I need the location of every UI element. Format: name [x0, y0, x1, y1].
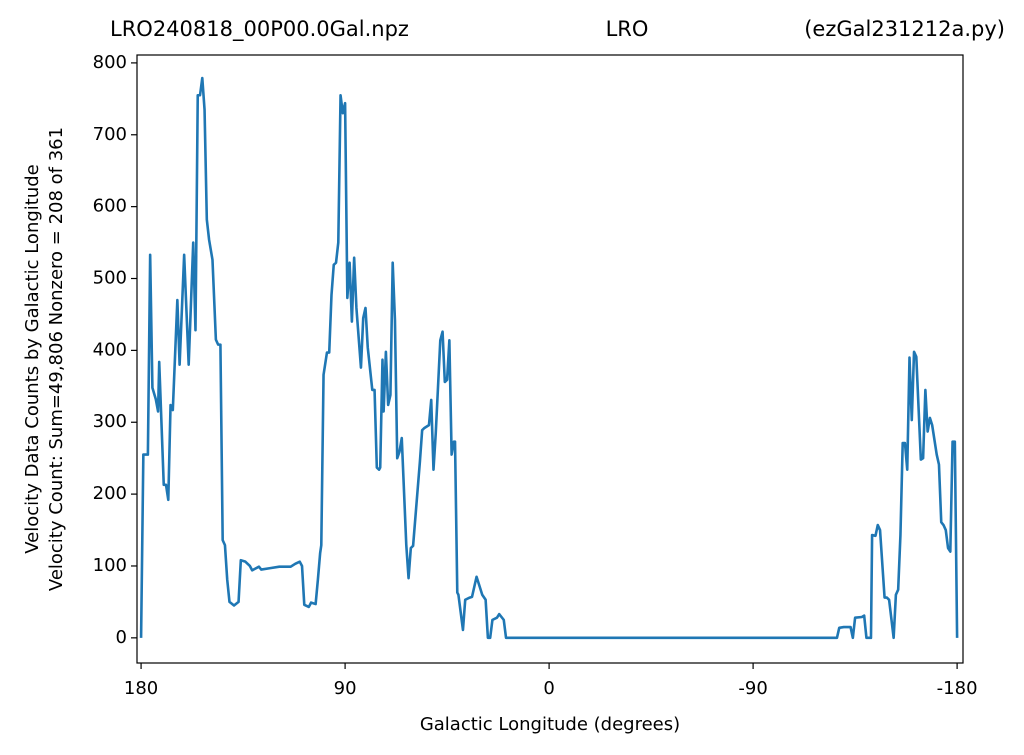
x-tick-label: 0 [543, 678, 554, 699]
y-tick-label: 200 [93, 483, 127, 504]
axes-frame [136, 54, 964, 664]
y-tick-label: 600 [93, 196, 127, 217]
y-tick-label: 800 [93, 52, 127, 73]
chart-title: LRO [606, 17, 649, 41]
data-line [139, 76, 959, 640]
x-tick-label: 90 [334, 678, 357, 699]
x-axis-label: Galactic Longitude (degrees) [420, 714, 680, 735]
chart-title: (ezGal231212a.py) [804, 17, 1005, 41]
y-tick-label: 400 [93, 339, 127, 360]
x-tick-label: 180 [124, 678, 158, 699]
y-tick-label: 500 [93, 268, 127, 289]
y-tick-label: 0 [116, 627, 127, 648]
x-tick-label: -90 [738, 678, 767, 699]
y-axis-label: Velocity Data Counts by Galactic Longitu… [22, 164, 43, 554]
x-tick-label: -180 [937, 678, 978, 699]
y-tick-label: 700 [93, 124, 127, 145]
y-tick-label: 300 [93, 411, 127, 432]
chart-title: LRO240818_00P00.0Gal.npz [110, 17, 409, 42]
y-tick-label: 100 [93, 555, 127, 576]
y-axis-label: Velocity Count: Sum=49,806 Nonzero = 208… [46, 127, 67, 591]
